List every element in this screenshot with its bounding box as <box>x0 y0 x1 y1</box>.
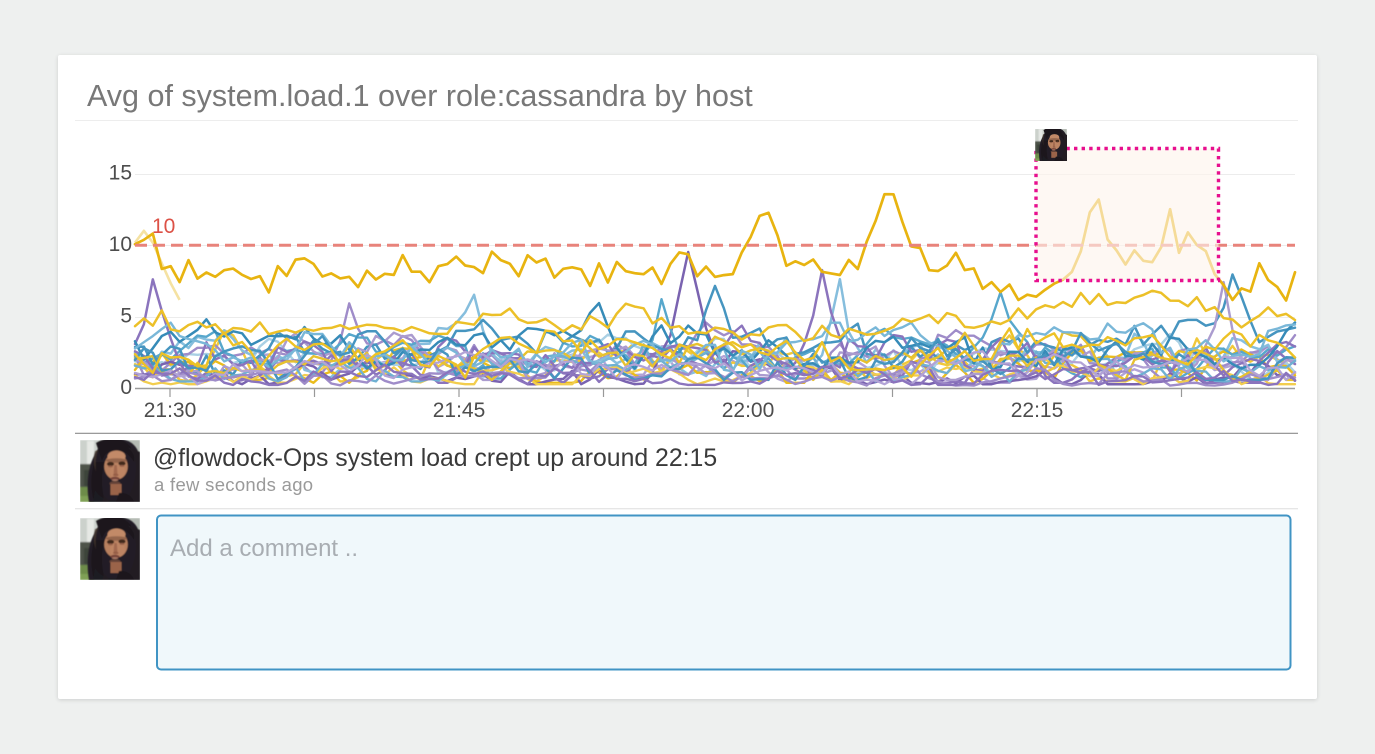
svg-text:22:00: 22:00 <box>722 399 775 422</box>
svg-text:22:15: 22:15 <box>1011 399 1064 422</box>
svg-text:5: 5 <box>120 305 132 328</box>
svg-text:0: 0 <box>120 376 132 399</box>
svg-text:21:30: 21:30 <box>144 399 197 422</box>
svg-text:10: 10 <box>109 233 132 256</box>
svg-text:10: 10 <box>152 215 175 238</box>
svg-text:15: 15 <box>109 162 132 185</box>
svg-text:21:45: 21:45 <box>433 399 486 422</box>
